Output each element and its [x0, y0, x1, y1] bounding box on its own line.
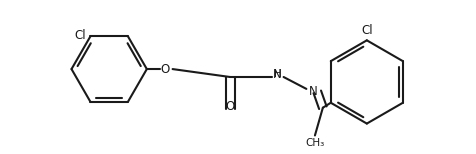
- Text: O: O: [226, 100, 235, 113]
- Text: CH₃: CH₃: [305, 138, 325, 148]
- Text: H: H: [274, 69, 281, 79]
- Text: O: O: [160, 63, 169, 76]
- Text: Cl: Cl: [361, 24, 373, 37]
- Text: Cl: Cl: [75, 29, 86, 42]
- Text: N: N: [273, 68, 282, 81]
- Text: N: N: [309, 85, 318, 98]
